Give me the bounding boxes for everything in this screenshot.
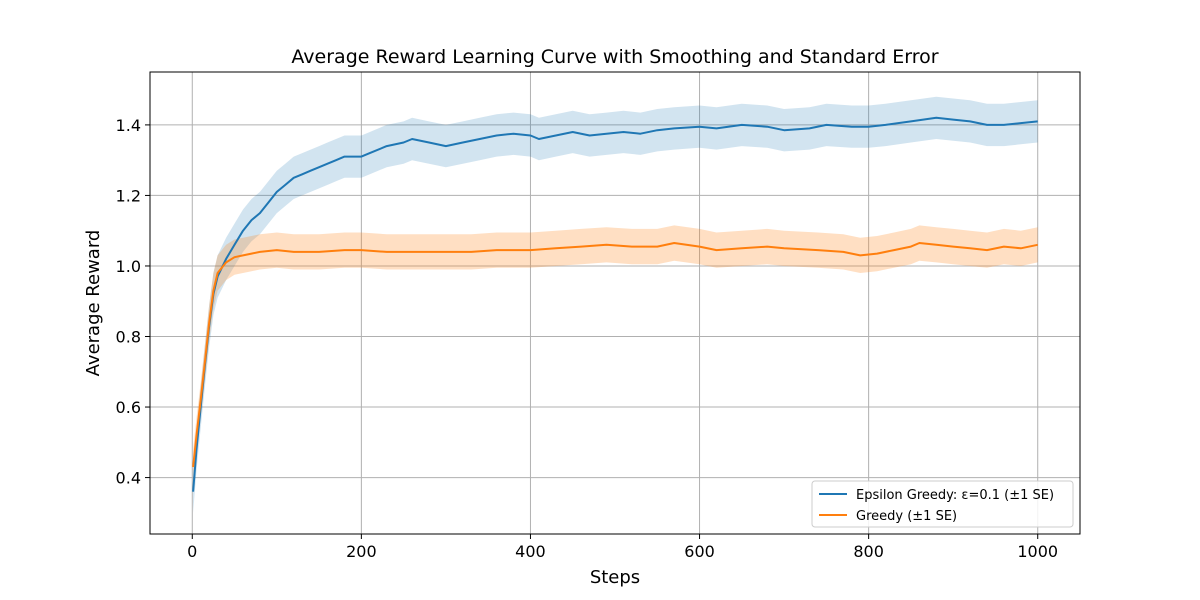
legend-label-series-2: Greedy (±1 SE) [856,509,957,524]
x-tick-label: 600 [684,542,715,561]
y-tick-label: 1.2 [116,186,141,205]
x-tick-label: 200 [346,542,377,561]
y-axis-ticks: 0.4 0.6 0.8 1.0 1.2 1.4 [116,116,150,488]
x-tick-label: 800 [853,542,884,561]
series-1-error-band [193,96,1038,513]
x-axis-title: Steps [590,567,640,588]
chart-title: Average Reward Learning Curve with Smoot… [291,46,938,68]
x-tick-label: 0 [187,542,197,561]
x-tick-label: 1000 [1017,542,1058,561]
series-2-line [192,242,1038,468]
x-axis-ticks: 0 200 400 600 800 1000 [187,534,1058,561]
legend: Epsilon Greedy: ε=0.1 (±1 SE) Greedy (±1 … [811,480,1074,528]
legend-label-series-1: Epsilon Greedy: ε=0.1 (±1 SE) [856,488,1054,503]
x-tick-label: 400 [515,542,546,561]
y-tick-label: 0.8 [116,328,141,347]
error-bands [193,96,1038,513]
legend-box [811,480,1074,528]
y-tick-label: 1.0 [116,257,141,276]
y-tick-label: 0.4 [116,469,141,488]
plot-frame [149,71,1081,535]
grid-lines [150,72,1080,534]
series-2-error-band [193,225,1038,485]
series-lines [192,116,1038,492]
series-1-line [192,116,1038,492]
y-axis-title: Average Reward [83,230,104,377]
y-tick-label: 1.4 [116,116,141,135]
y-tick-label: 0.6 [116,398,141,417]
